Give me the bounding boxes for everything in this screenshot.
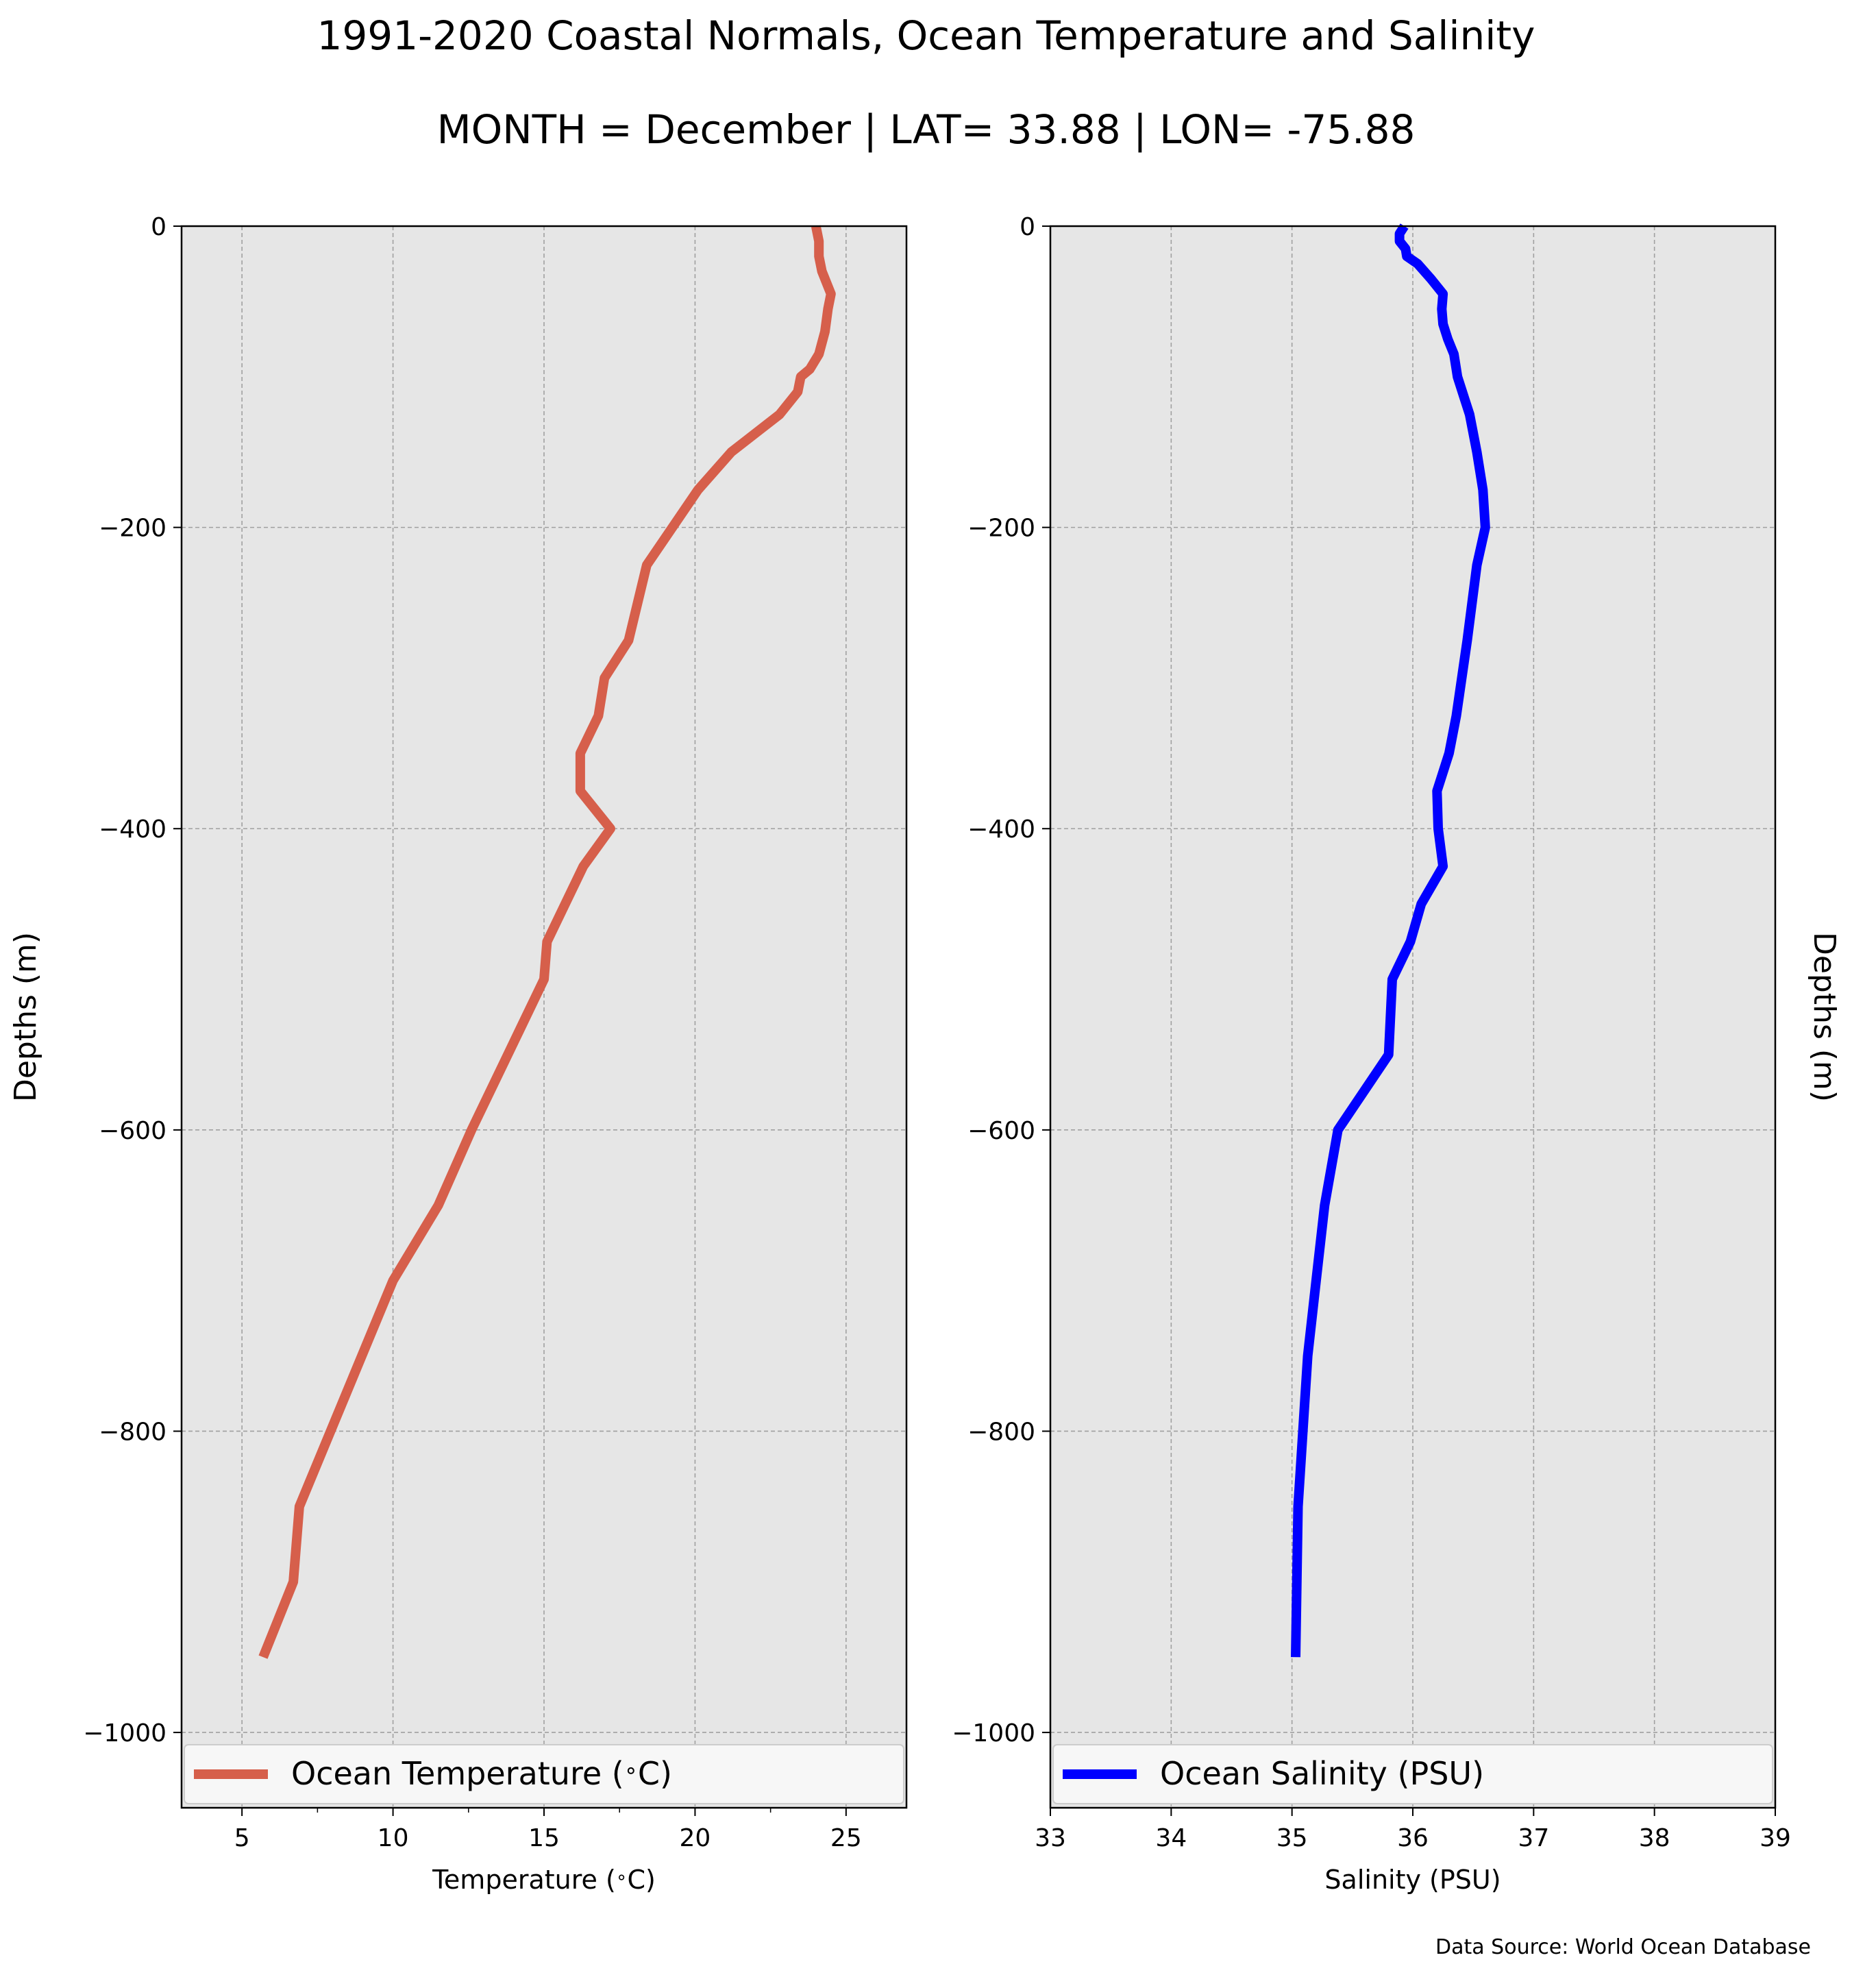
salinity-x-tick-label: 39 bbox=[1760, 1824, 1791, 1852]
temperature-x-tick-label: 25 bbox=[830, 1824, 862, 1852]
temperature-y-tick-label: 0 bbox=[151, 213, 166, 241]
salinity-legend-label: Ocean Salinity (PSU) bbox=[1160, 1755, 1484, 1792]
temperature-y-tick-label: −1000 bbox=[83, 1719, 166, 1747]
salinity-legend: Ocean Salinity (PSU) bbox=[1052, 1744, 1773, 1804]
salinity-y-tick-label: −600 bbox=[967, 1117, 1035, 1145]
data-source-note: Data Source: World Ocean Database bbox=[1435, 1935, 1811, 1959]
temperature-x-tick-label: 15 bbox=[528, 1824, 560, 1852]
temperature-series-line bbox=[258, 225, 836, 1659]
salinity-x-tick-label: 36 bbox=[1397, 1824, 1429, 1852]
temperature-chart: Ocean Temperature (∘C) 5 10 15 20 25 0 −200 −400… bbox=[8, 213, 908, 1895]
chart-subtitle: MONTH = December | LAT= 33.88 | LON= -75… bbox=[436, 106, 1416, 153]
temperature-x-tick-label: 20 bbox=[680, 1824, 711, 1852]
temperature-y-tick-label: −400 bbox=[99, 815, 166, 844]
salinity-y-tick-label: −800 bbox=[967, 1418, 1035, 1446]
salinity-y-tick-label: −400 bbox=[967, 815, 1035, 844]
temperature-x-tick-label: 10 bbox=[378, 1824, 409, 1852]
temperature-y-tick-label: −600 bbox=[99, 1117, 166, 1145]
temperature-legend-box bbox=[184, 1744, 904, 1804]
salinity-chart: Ocean Salinity (PSU) 33 34 35 36 37 38 39 0 −200 −… bbox=[952, 213, 1842, 1895]
temperature-legend-label: Ocean Temperature (∘C) bbox=[291, 1755, 672, 1792]
chart-title: 1991-2020 Coastal Normals, Ocean Tempera… bbox=[317, 12, 1535, 59]
salinity-y-tick-label: −1000 bbox=[952, 1719, 1035, 1747]
salinity-x-tick-label: 33 bbox=[1035, 1824, 1066, 1852]
temperature-y-axis-label: Depths (m) bbox=[8, 932, 43, 1102]
salinity-legend-box bbox=[1052, 1744, 1773, 1804]
temperature-y-tick-label: −800 bbox=[99, 1418, 166, 1446]
salinity-x-tick-label: 38 bbox=[1639, 1824, 1670, 1852]
temperature-x-axis-label: Temperature (∘C) bbox=[432, 1865, 656, 1895]
salinity-x-axis-label: Salinity (PSU) bbox=[1324, 1865, 1501, 1895]
salinity-series-line bbox=[1291, 223, 1490, 1658]
temperature-x-tick-label: 5 bbox=[234, 1824, 250, 1852]
temperature-y-tick-label: −200 bbox=[99, 515, 166, 543]
salinity-x-tick-label: 37 bbox=[1518, 1824, 1549, 1852]
salinity-x-tick-label: 35 bbox=[1276, 1824, 1308, 1852]
salinity-x-tick-label: 34 bbox=[1155, 1824, 1187, 1852]
salinity-y-tick-label: −200 bbox=[967, 515, 1035, 543]
salinity-y-axis-label: Depths (m) bbox=[1807, 932, 1842, 1102]
salinity-y-tick-label: 0 bbox=[1020, 213, 1035, 241]
temperature-legend: Ocean Temperature (∘C) bbox=[184, 1744, 904, 1804]
